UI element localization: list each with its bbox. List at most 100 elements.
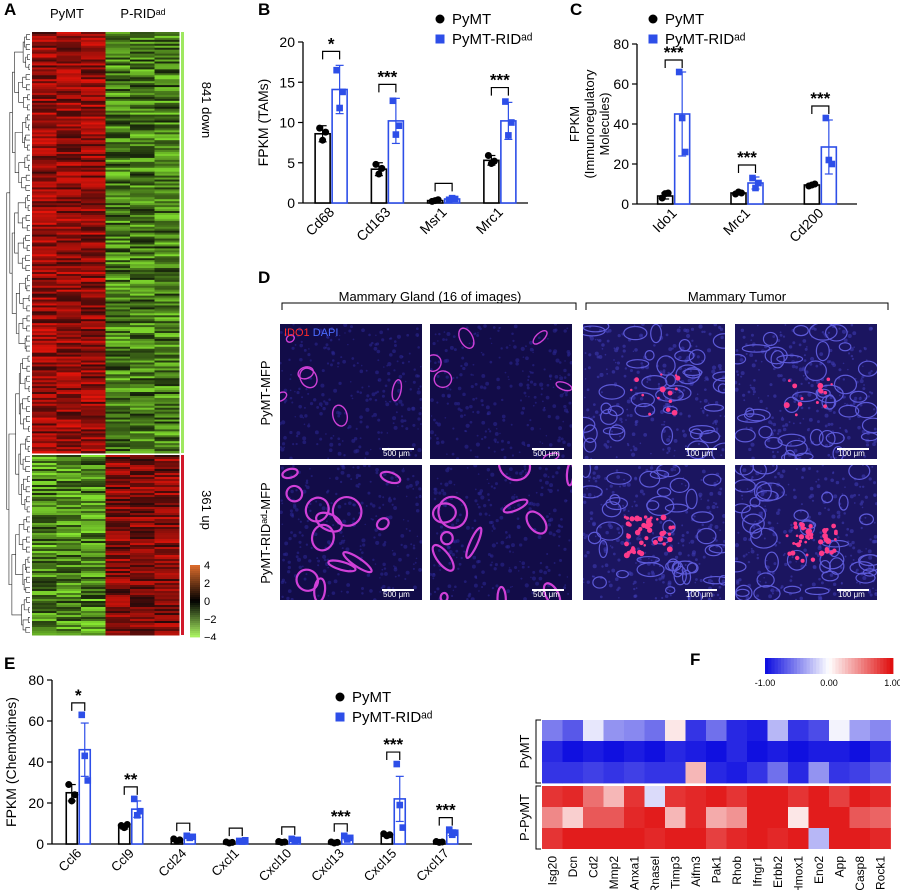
colorbar-swatch [838, 658, 843, 674]
colorbar-swatch [771, 658, 775, 674]
heatmap-cell [644, 741, 666, 763]
data-point [294, 836, 302, 844]
data-point [451, 829, 459, 837]
y-tick-label: 0 [36, 836, 44, 852]
heatmap-cell [788, 828, 809, 850]
y-tick-label: 80 [613, 36, 629, 52]
heatmap-cell [583, 828, 604, 850]
significance-label: * [75, 686, 82, 705]
colorbar-swatch [190, 623, 200, 626]
stain-label-ido1: IDO1 [284, 327, 310, 339]
category-label: Ccl24 [155, 846, 189, 880]
significance-bracket [378, 83, 397, 93]
colorbar-swatch [190, 591, 200, 594]
heatmap-cell [808, 720, 830, 742]
heatmap-cell [685, 786, 707, 808]
heatmap-cell [706, 762, 727, 784]
heatmap-cell [706, 741, 727, 763]
heatmap-cell [747, 762, 768, 784]
category-label: Cd68 [302, 204, 337, 239]
heatmap-cell [624, 741, 645, 763]
colorbar-swatch [889, 658, 894, 674]
scale-bar-label: 500 μm [383, 449, 410, 458]
data-point [828, 160, 836, 168]
significance-bracket [322, 50, 341, 60]
column-label: Dcn [566, 856, 580, 877]
micrograph-tile: 500 μm IDO1 DAPI [280, 324, 422, 459]
heatmap-cell [542, 828, 563, 850]
colorbar-swatch [787, 658, 791, 674]
legend-label: PyMT [665, 11, 704, 28]
significance-label: *** [490, 71, 510, 90]
heatmap-cell [665, 807, 686, 829]
data-point [65, 781, 73, 789]
colorbar-swatch [793, 658, 798, 674]
colorbar-swatch [190, 589, 200, 592]
significance-bracket [123, 786, 138, 795]
scale-bar [685, 448, 717, 450]
heatmap-cell [829, 720, 850, 742]
colorbar-swatch [861, 658, 865, 674]
colorbar-swatch [864, 658, 868, 674]
significance-label: *** [810, 89, 830, 108]
y-tick-label: 20 [613, 156, 629, 172]
colorbar-swatch [190, 615, 200, 618]
category-label: Ccl9 [108, 846, 137, 875]
heatmap-cell [726, 807, 748, 829]
column-label: Isg20 [545, 856, 559, 886]
category-label: Msr1 [416, 204, 449, 237]
column-label: Rhob [730, 856, 744, 885]
colorbar-swatch [877, 658, 881, 674]
data-point [749, 174, 756, 182]
heatmap-cell [767, 741, 789, 763]
stain-label: IDO1 DAPI [284, 327, 338, 339]
panel-c-chart: 0 20 40 60 80 FPKM (Immunoregulatory Molecules)… [567, 11, 857, 245]
data-point [372, 160, 380, 168]
category-label: Cxcl17 [413, 846, 452, 885]
y-tick-label: 60 [28, 713, 44, 729]
column-label: Mmp2 [607, 856, 621, 890]
scale-bar-label: 100 μm [838, 590, 865, 599]
colorbar-swatch [781, 658, 785, 674]
colorbar-swatch [841, 658, 846, 674]
scale-bar [382, 589, 414, 591]
colorbar-swatch [765, 658, 769, 674]
category-label: Cxcl1 [208, 846, 242, 880]
heatmap-cell [726, 762, 748, 784]
y-tick-label: 10 [279, 115, 295, 131]
colorbar-swatch [883, 658, 887, 674]
colorbar-swatch [190, 631, 200, 634]
heatmap-cell [583, 741, 604, 763]
data-point [399, 824, 407, 831]
heatmap-cell [767, 720, 789, 742]
panel-d-micrographs: Mammary Gland (16 of images) Mammary Tum… [250, 268, 900, 613]
significance-label: *** [737, 148, 757, 167]
data-point [484, 152, 492, 160]
column-label: Anxa1 [627, 856, 641, 890]
heatmap-cell [849, 741, 871, 763]
panel-f-heatmap: Isg20 Dcn Cd2 Mmp2 Anxa1 Rnasel Timp3 Aifm3 Pak1… [520, 658, 900, 890]
y-tick-label: 40 [613, 116, 629, 132]
legend-label: PyMT [452, 11, 491, 28]
significance-bracket [811, 105, 830, 114]
data-point [508, 119, 515, 126]
micrograph-tile: 100 μm [583, 324, 725, 459]
significance-label: *** [664, 43, 684, 62]
heatmap-cell [870, 828, 891, 850]
heatmap-cell [685, 807, 707, 829]
panel-a-heatmap: PyMT P-RIDᵃᵈ 841 down 361 up 4 2 0 −2 −4 [6, 6, 217, 640]
data-point [396, 801, 404, 809]
heatmap-cell [870, 807, 891, 829]
heatmap-cell [624, 786, 645, 808]
colorbar-swatch [854, 658, 859, 674]
colorbar-swatch [190, 605, 200, 608]
panel-a-letter: A [4, 0, 17, 19]
heatmap-cell [870, 786, 891, 808]
y-tick-label: 80 [28, 672, 44, 688]
significance-bracket [737, 164, 757, 173]
panel-e-letter: E [4, 654, 16, 673]
heatmap-cell [747, 741, 768, 763]
row-group-label: P-PyMT [520, 794, 532, 841]
heatmap-cell [542, 741, 563, 763]
colorbar-tick-label: −4 [204, 632, 217, 640]
